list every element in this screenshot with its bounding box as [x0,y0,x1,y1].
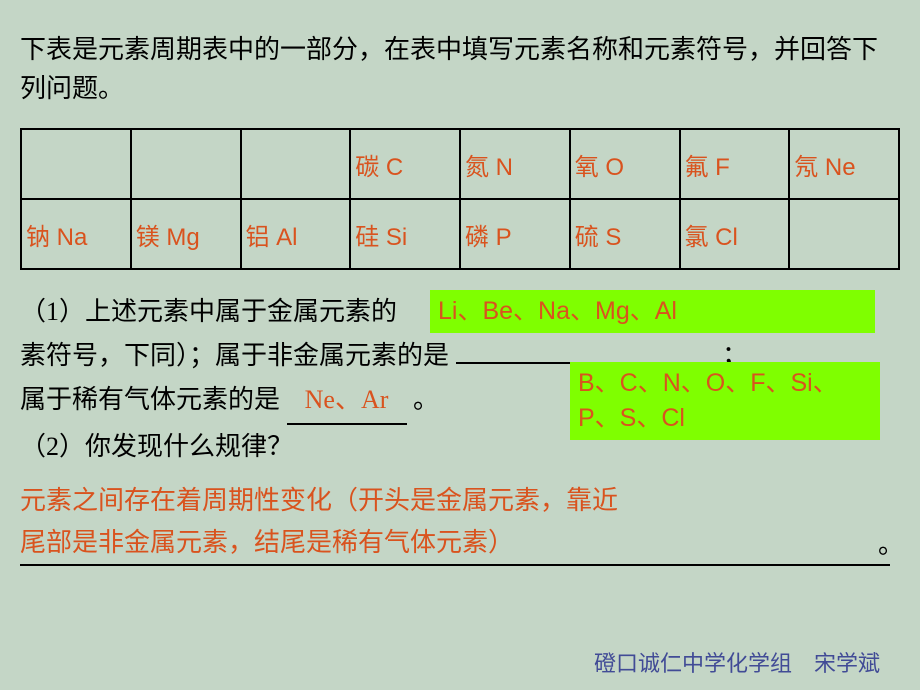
answer2-line2: 尾部是非金属元素，结尾是稀有气体元素） [20,528,514,557]
cell [789,199,899,269]
cell: 钠 Na [21,199,131,269]
q1-text-b: 素符号，下同）；属于非金属元素的是 [20,341,449,370]
cell: 硅 Si [350,199,460,269]
cell: 铝 Al [241,199,351,269]
intro-text: 下表是元素周期表中的一部分，在表中填写元素名称和元素符号，并回答下列问题。 [20,30,900,108]
cell [21,129,131,199]
answer2-line1: 元素之间存在着周期性变化（开头是金属元素，靠近 [20,486,618,515]
cell: 碳 C [350,129,460,199]
cell: 氟 F [680,129,790,199]
cell: 氧 O [570,129,680,199]
q2-text: （2）你发现什么规律？ [20,432,293,461]
table-row: 钠 Na 镁 Mg 铝 Al 硅 Si 磷 P 硫 S 氯 Cl [21,199,899,269]
table-row: 碳 C 氮 N 氧 O 氟 F 氖 Ne [21,129,899,199]
cell: 磷 P [460,199,570,269]
metals-answer-box: Li、Be、Na、Mg、Al [430,290,875,333]
q1-text-d: 。 [413,385,439,414]
cell: 镁 Mg [131,199,241,269]
q1-text-a: （1）上述元素中属于金属元素的 [20,297,397,326]
cell [241,129,351,199]
cell [131,129,241,199]
cell: 硫 S [570,199,680,269]
period-mark: 。 [878,523,904,567]
nonmetals-answer-box: B、C、N、O、F、Si、P、S、Cl [570,362,880,440]
question-area: （1）上述元素中属于金属元素的 素符号，下同）；属于非金属元素的是 ； 属于稀有… [20,290,900,566]
answer2-underline: 尾部是非金属元素，结尾是稀有气体元素） [20,523,890,566]
cell: 氖 Ne [789,129,899,199]
q1-text-c: 属于稀有气体元素的是 [20,385,280,414]
cell: 氯 Cl [680,199,790,269]
cell: 氮 N [460,129,570,199]
noble-gas-answer: Ne、Ar [287,378,407,424]
footer-credit: 磴口诚仁中学化学组 宋学斌 [594,646,880,678]
periodic-table: 碳 C 氮 N 氧 O 氟 F 氖 Ne 钠 Na 镁 Mg 铝 Al 硅 Si… [20,128,900,270]
